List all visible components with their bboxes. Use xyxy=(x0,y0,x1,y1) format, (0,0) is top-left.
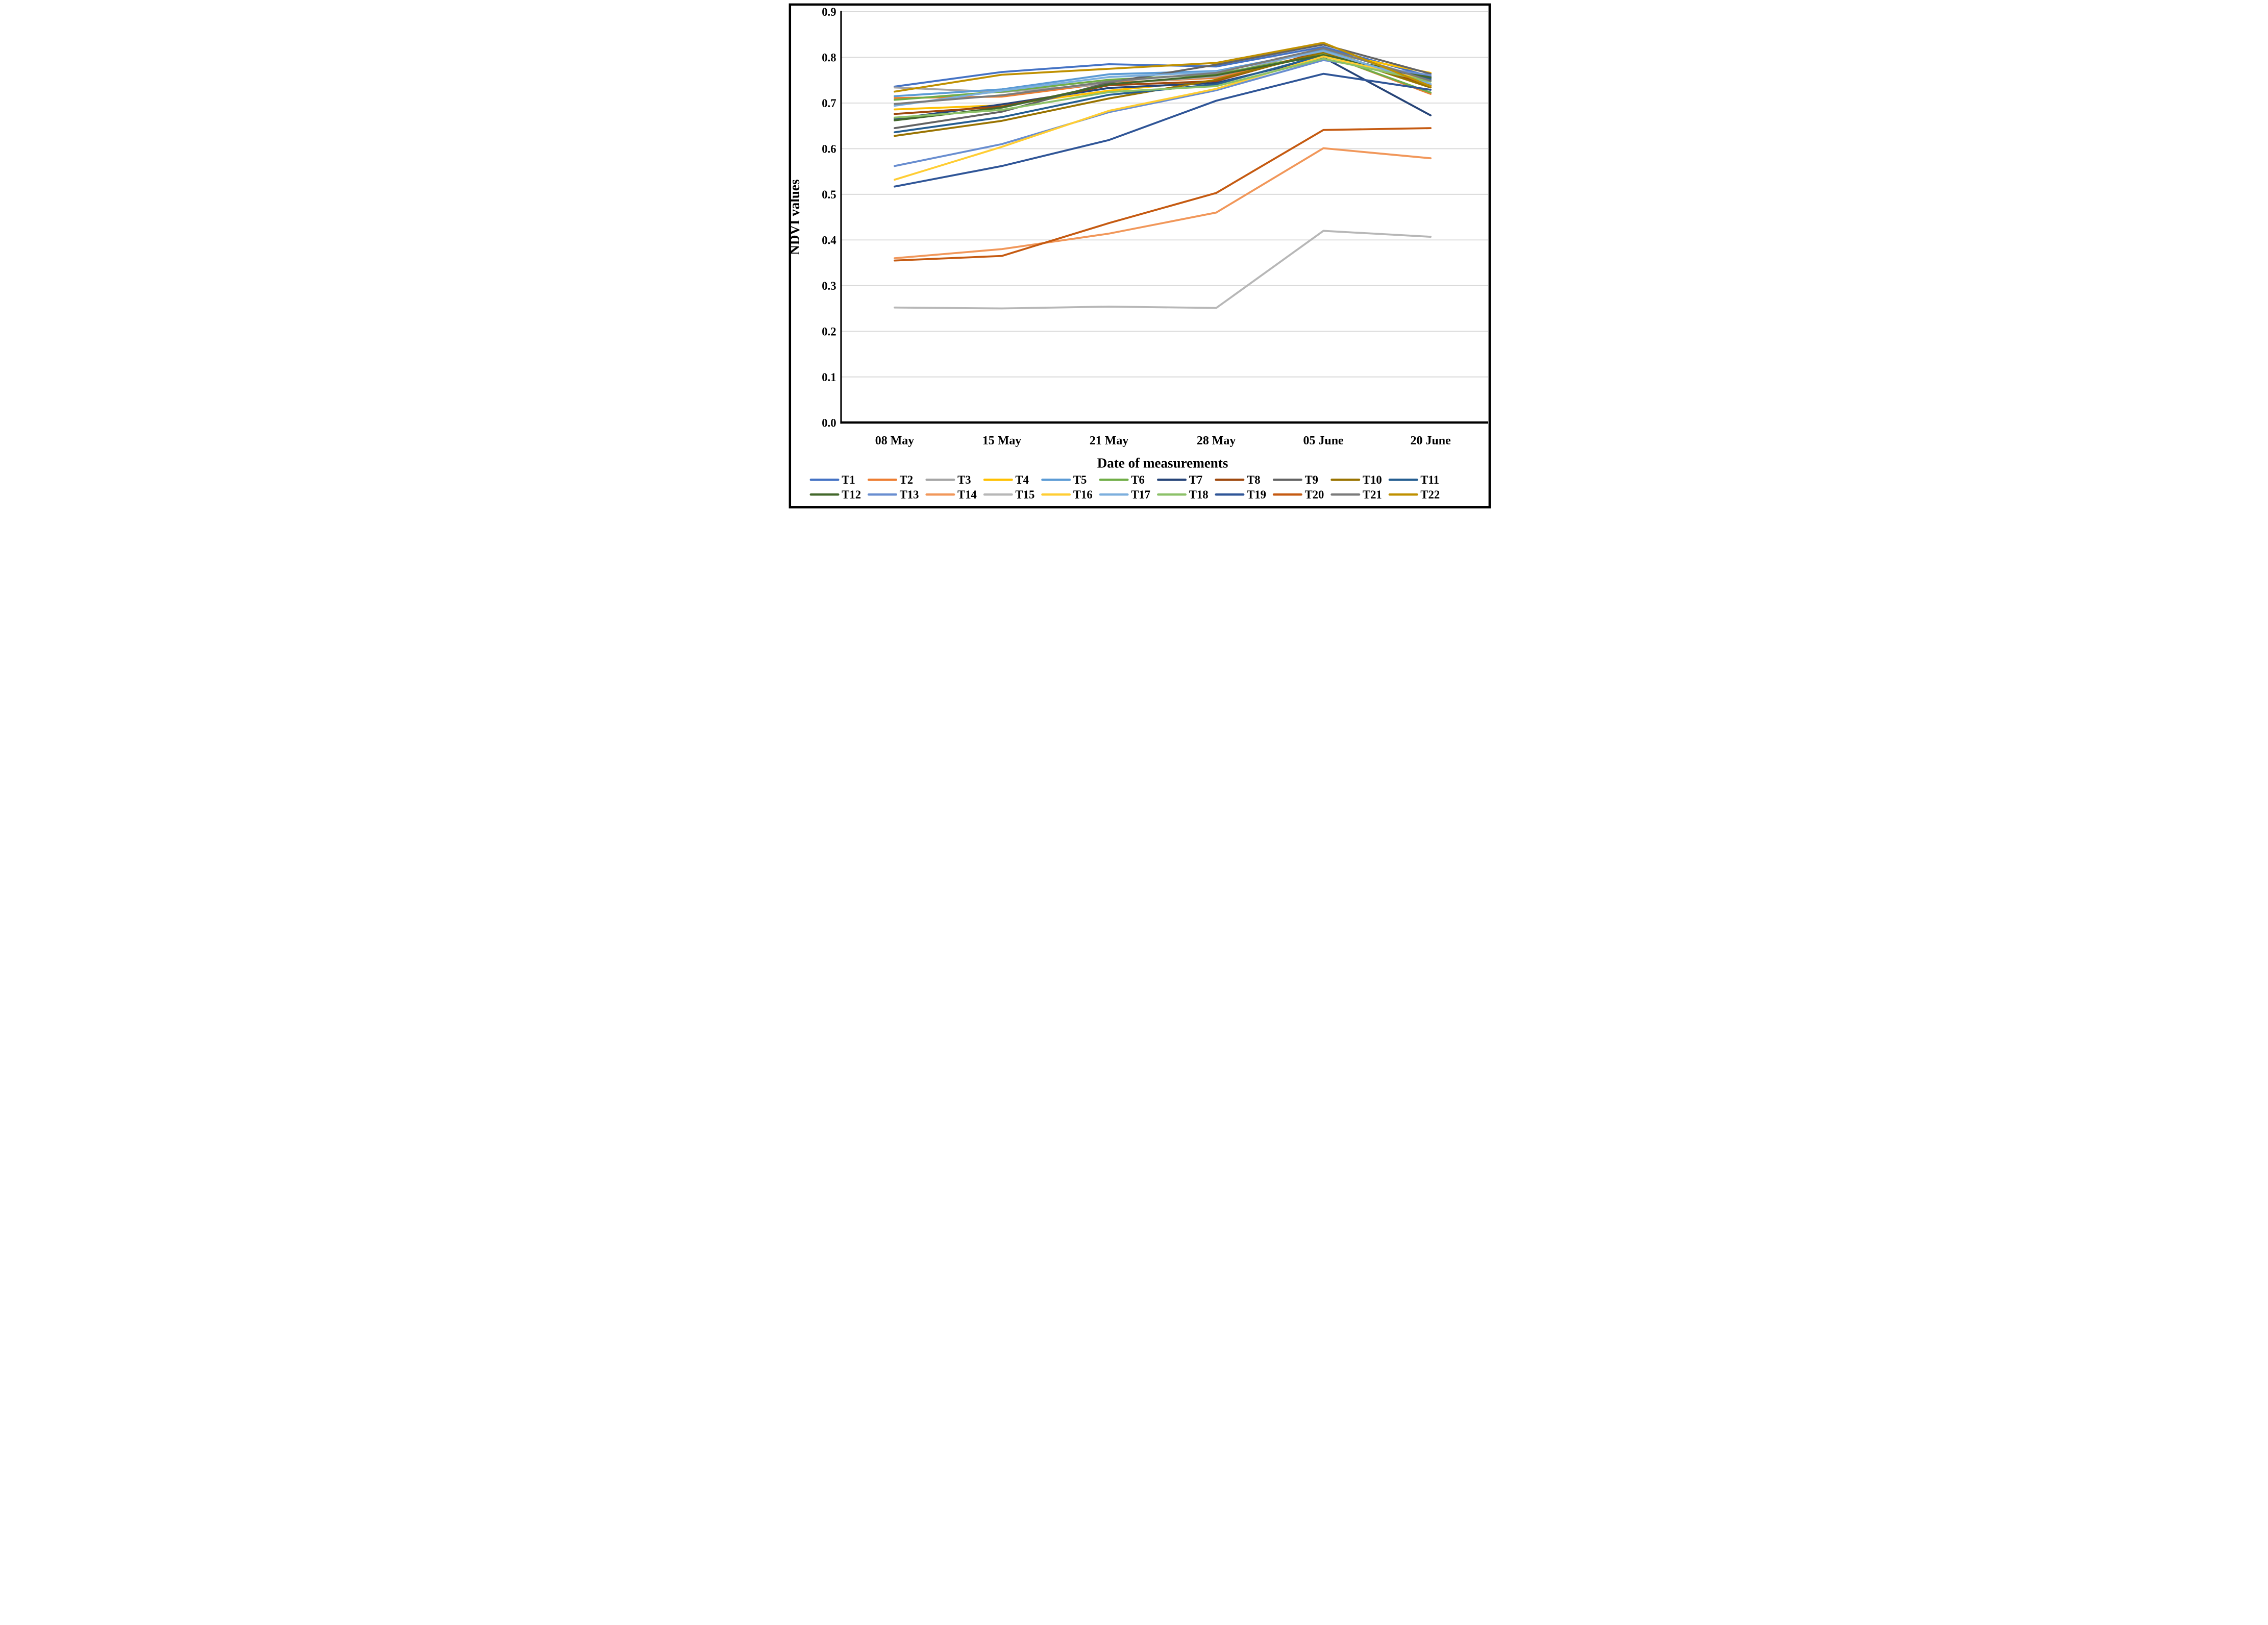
legend-label-T22: T22 xyxy=(1420,488,1440,501)
legend-label-T10: T10 xyxy=(1363,473,1382,486)
legend-label-T17: T17 xyxy=(1131,488,1150,501)
legend-label-T15: T15 xyxy=(1016,488,1035,501)
series-line-T16 xyxy=(894,55,1432,181)
y-tick-label-0.6: 0.6 xyxy=(822,143,836,156)
legend-item-T12: T12 xyxy=(809,488,861,501)
legend-item-T14: T14 xyxy=(925,488,977,501)
legend-label-T21: T21 xyxy=(1363,488,1382,501)
series-line-T20 xyxy=(894,127,1432,262)
legend-item-T4: T4 xyxy=(983,473,1029,486)
series-line-T15 xyxy=(894,230,1432,310)
series-line-T21 xyxy=(894,47,1432,105)
legend-item-T17: T17 xyxy=(1099,488,1150,501)
chart-legend: T1 T2 T3 T4 T5 T6 T7 T8 T9 T10 T11 T12 T13 T14 T15 T16 T… xyxy=(809,473,1440,501)
series-line-T19 xyxy=(894,72,1432,188)
x-tick-label-20-June: 20 June xyxy=(1411,434,1451,447)
ndvi-line-chart-figure: 0.0 0.1 0.2 0.3 0.4 0.5 0.6 0.7 0.8 0.9 08 May 15 … xyxy=(777,0,1491,512)
chart-canvas: 0.0 0.1 0.2 0.3 0.4 0.5 0.6 0.7 0.8 0.9 08 May 15 … xyxy=(777,0,1491,512)
x-tick-label-08-May: 08 May xyxy=(875,434,914,447)
series-line-T17 xyxy=(894,50,1432,107)
legend-item-T6: T6 xyxy=(1099,473,1145,486)
legend-label-T4: T4 xyxy=(1016,473,1029,486)
y-axis-tick-labels: 0.0 0.1 0.2 0.3 0.4 0.5 0.6 0.7 0.8 0.9 xyxy=(822,6,836,429)
legend-label-T18: T18 xyxy=(1189,488,1209,501)
y-tick-label-0.2: 0.2 xyxy=(822,325,836,338)
x-axis-tick-labels: 08 May 15 May 21 May 28 May 05 June 20 June xyxy=(875,434,1451,447)
legend-item-T20: T20 xyxy=(1272,488,1324,501)
x-tick-label-28-May: 28 May xyxy=(1197,434,1236,447)
legend-label-T13: T13 xyxy=(900,488,919,501)
y-tick-label-0.0: 0.0 xyxy=(822,416,836,429)
legend-item-T10: T10 xyxy=(1330,473,1382,486)
legend-item-T1: T1 xyxy=(809,473,855,486)
legend-label-T11: T11 xyxy=(1420,473,1439,486)
legend-label-T2: T2 xyxy=(900,473,913,486)
legend-item-T7: T7 xyxy=(1157,473,1202,486)
legend-label-T8: T8 xyxy=(1247,473,1260,486)
y-tick-label-0.9: 0.9 xyxy=(822,6,836,18)
legend-label-T20: T20 xyxy=(1305,488,1324,501)
legend-item-T3: T3 xyxy=(925,473,971,486)
series-line-T7 xyxy=(894,56,1432,120)
x-axis-title: Date of measurements xyxy=(1097,456,1228,471)
legend-item-T15: T15 xyxy=(983,488,1035,501)
y-tick-label-0.5: 0.5 xyxy=(822,188,836,201)
legend-item-T9: T9 xyxy=(1272,473,1318,486)
y-tick-label-0.7: 0.7 xyxy=(822,97,836,110)
legend-label-T3: T3 xyxy=(957,473,971,486)
legend-item-T2: T2 xyxy=(867,473,913,486)
x-tick-label-21-May: 21 May xyxy=(1090,434,1128,447)
legend-item-T11: T11 xyxy=(1388,473,1439,486)
legend-label-T7: T7 xyxy=(1189,473,1202,486)
legend-label-T5: T5 xyxy=(1073,473,1087,486)
legend-item-T13: T13 xyxy=(867,488,919,501)
legend-label-T1: T1 xyxy=(842,473,855,486)
legend-label-T14: T14 xyxy=(957,488,977,501)
x-tick-label-05-June: 05 June xyxy=(1303,434,1344,447)
y-tick-label-0.8: 0.8 xyxy=(822,52,836,64)
legend-item-T18: T18 xyxy=(1157,488,1209,501)
series-line-T22 xyxy=(894,41,1432,93)
y-tick-label-0.1: 0.1 xyxy=(822,371,836,384)
legend-item-T21: T21 xyxy=(1330,488,1382,501)
y-axis-title: NDVI values xyxy=(787,180,802,255)
legend-item-T8: T8 xyxy=(1215,473,1261,486)
legend-label-T16: T16 xyxy=(1073,488,1093,501)
series-line-T18 xyxy=(894,58,1432,119)
legend-item-T22: T22 xyxy=(1388,488,1440,501)
legend-label-T19: T19 xyxy=(1247,488,1266,501)
figure-background xyxy=(777,0,1491,512)
x-tick-label-15-May: 15 May xyxy=(982,434,1021,447)
y-tick-label-0.4: 0.4 xyxy=(822,234,836,247)
legend-item-T19: T19 xyxy=(1215,488,1266,501)
y-tick-label-0.3: 0.3 xyxy=(822,280,836,292)
gridlines xyxy=(841,11,1489,378)
axes xyxy=(840,11,1489,424)
legend-item-T16: T16 xyxy=(1041,488,1093,501)
series-line-T12 xyxy=(894,54,1432,121)
legend-label-T6: T6 xyxy=(1131,473,1144,486)
legend-label-T9: T9 xyxy=(1305,473,1318,486)
legend-label-T12: T12 xyxy=(842,488,861,501)
series-line-T14 xyxy=(894,147,1432,260)
series-lines xyxy=(894,41,1432,310)
legend-item-T5: T5 xyxy=(1041,473,1087,486)
figure-border xyxy=(788,3,1491,509)
